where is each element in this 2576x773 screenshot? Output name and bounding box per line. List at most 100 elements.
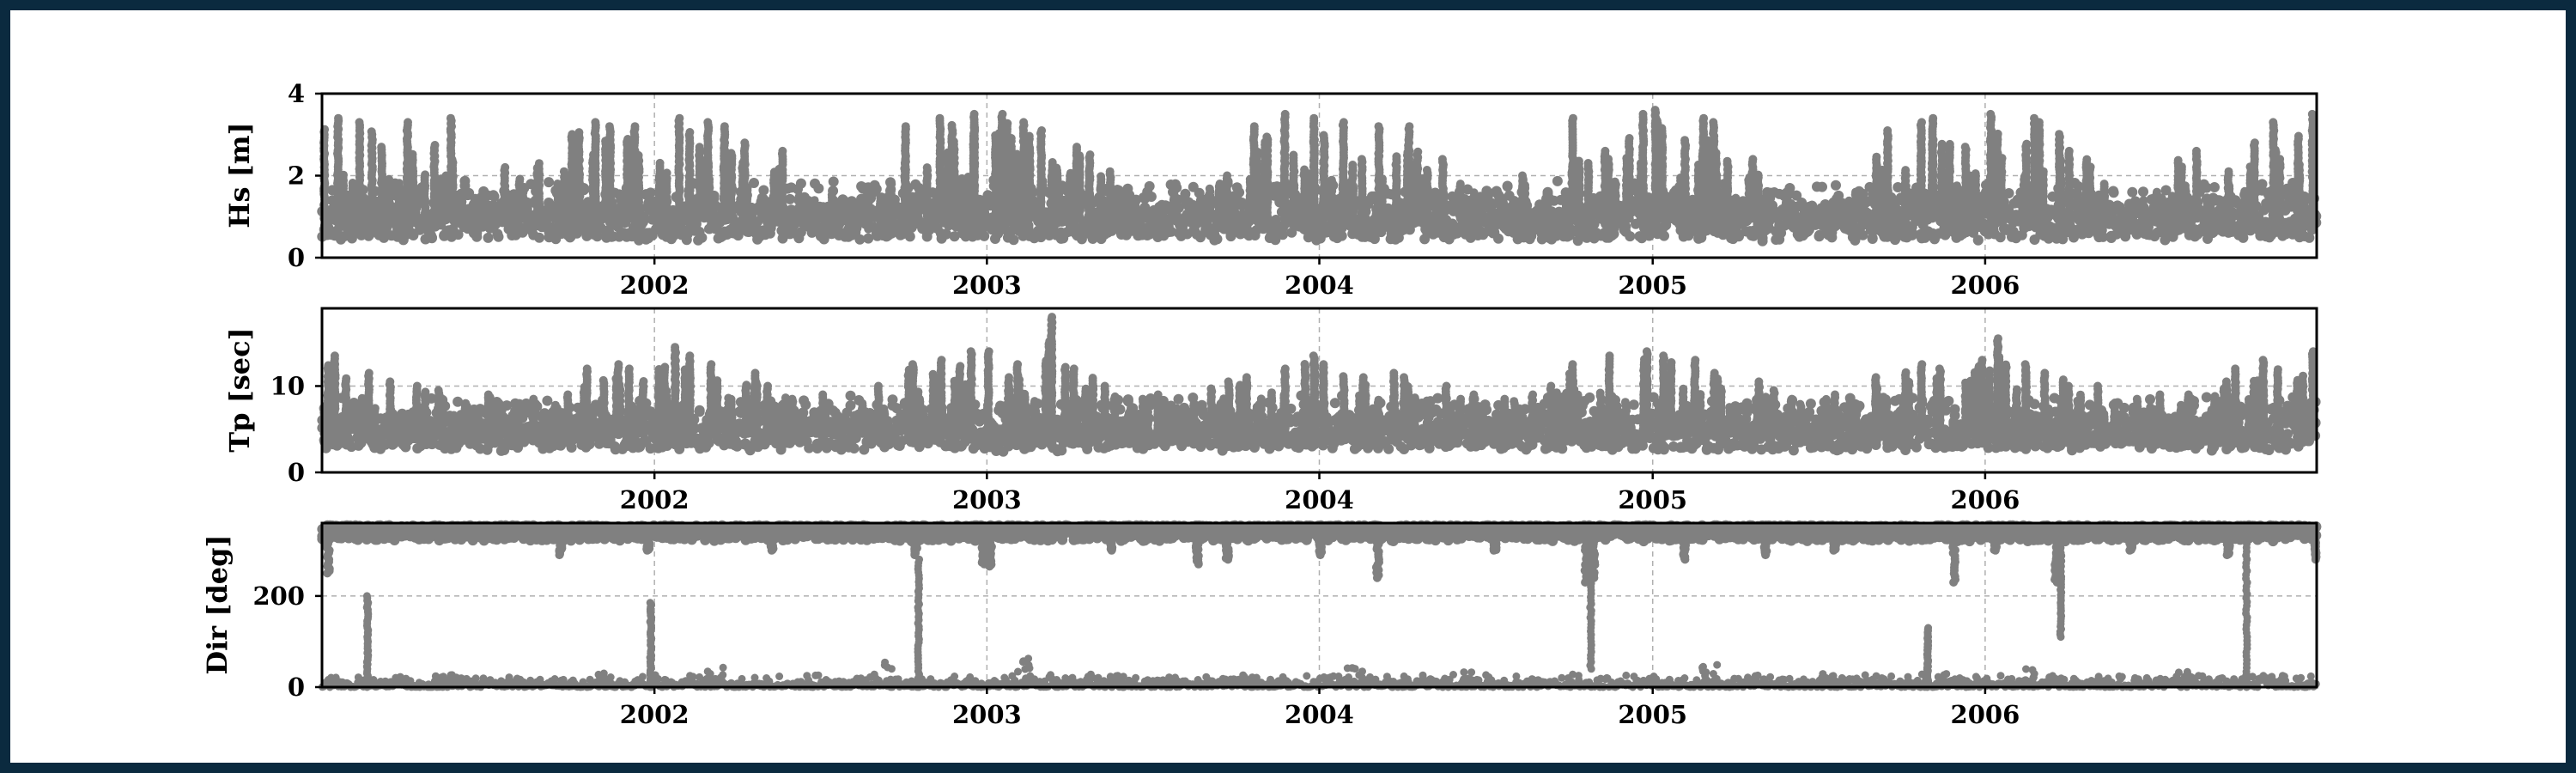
hs-point	[675, 113, 684, 123]
hs-point	[1502, 180, 1513, 192]
hs-point	[355, 118, 364, 127]
hs-point	[348, 179, 357, 187]
hs-point	[559, 167, 568, 176]
hs-point	[901, 155, 910, 165]
hs-point	[810, 196, 819, 205]
hs-point	[404, 118, 412, 127]
hs-point	[483, 232, 494, 243]
hs-point	[1972, 234, 1984, 246]
hs-point	[441, 171, 451, 180]
hs-point	[377, 143, 386, 152]
hs-point	[1144, 180, 1155, 192]
hs-point	[334, 113, 343, 123]
hs-point	[367, 127, 376, 137]
hs-point	[470, 198, 479, 207]
hs-point	[544, 177, 555, 188]
hs-point	[785, 193, 795, 204]
hs-point	[887, 180, 896, 189]
hs-point	[1826, 232, 1838, 243]
hs-point	[501, 162, 510, 172]
hs-point	[769, 167, 779, 177]
hs-point	[828, 176, 839, 187]
hs-point	[743, 183, 752, 192]
hs-point	[947, 120, 957, 130]
hs-point	[477, 192, 486, 201]
hs-point	[339, 170, 348, 180]
hs-point	[935, 113, 945, 123]
hs-point	[1336, 230, 1347, 241]
hs-point	[589, 150, 598, 160]
hs-point	[793, 204, 803, 213]
hs-point	[427, 233, 437, 244]
hs-point	[1008, 234, 1019, 246]
hs-point	[493, 231, 504, 242]
hs-point	[560, 177, 569, 186]
hs-point	[408, 149, 417, 159]
hs-point	[696, 232, 708, 243]
hs-point	[504, 190, 513, 199]
hs-point	[471, 231, 483, 242]
hs-point	[630, 122, 640, 131]
hs-point	[2127, 186, 2138, 198]
hs-point	[1817, 181, 1827, 192]
hs-point	[655, 158, 665, 167]
hs-point	[805, 204, 815, 214]
hs-point	[795, 178, 806, 189]
hs-point	[685, 128, 695, 137]
hs-point	[623, 135, 633, 143]
hs-point	[385, 174, 393, 184]
hs-point	[840, 195, 849, 204]
hs-point	[922, 163, 932, 173]
hs-point	[839, 216, 848, 226]
hs-ylabel: Hs [m]	[223, 122, 256, 228]
hs-point	[534, 232, 545, 243]
hs-point	[705, 174, 714, 184]
hs-point	[447, 155, 457, 164]
hs-point	[1145, 192, 1157, 202]
hs-point	[1659, 230, 1669, 241]
hs-point	[1212, 234, 1223, 245]
hs-point	[421, 170, 430, 180]
hs-point	[532, 163, 542, 173]
hs-point	[828, 187, 837, 197]
hs-point	[539, 205, 549, 215]
hs-point	[813, 183, 824, 194]
hs-point	[2138, 186, 2148, 198]
hs-point	[549, 202, 558, 211]
hs-point	[446, 113, 455, 123]
hs-point	[758, 185, 769, 196]
hs-point	[726, 149, 736, 158]
hs-point	[456, 207, 465, 216]
hs-series	[317, 106, 2322, 247]
hs-point	[848, 214, 858, 223]
hs-point	[1867, 234, 1878, 244]
hs-point	[778, 146, 787, 155]
hs-point	[394, 179, 404, 188]
hs-point	[515, 174, 525, 184]
hs-point	[2108, 187, 2119, 198]
hs-point	[732, 230, 744, 241]
hs-point	[738, 158, 748, 167]
hs-point	[1831, 180, 1841, 191]
hs-point	[1493, 233, 1504, 244]
hs-point	[864, 224, 873, 234]
hs-point	[740, 138, 750, 148]
hs-point	[703, 118, 713, 127]
hs-point	[884, 192, 893, 201]
hs-point	[695, 143, 704, 152]
hs-point	[720, 122, 729, 131]
hs-point	[662, 168, 671, 178]
hs-point	[430, 141, 440, 149]
hs-point	[876, 197, 885, 206]
figure-canvas: Hs [m] 0 2 4 2002 2003 2004 2005 2006 Tp [sec] …	[10, 10, 2566, 763]
hs-point	[404, 170, 413, 180]
hs-point	[904, 231, 915, 242]
hs-point	[979, 230, 990, 241]
hs-point	[605, 122, 614, 131]
hs-point	[759, 194, 769, 204]
hs-point	[901, 122, 910, 131]
hs-point	[2209, 182, 2220, 192]
hs-point	[591, 118, 600, 127]
